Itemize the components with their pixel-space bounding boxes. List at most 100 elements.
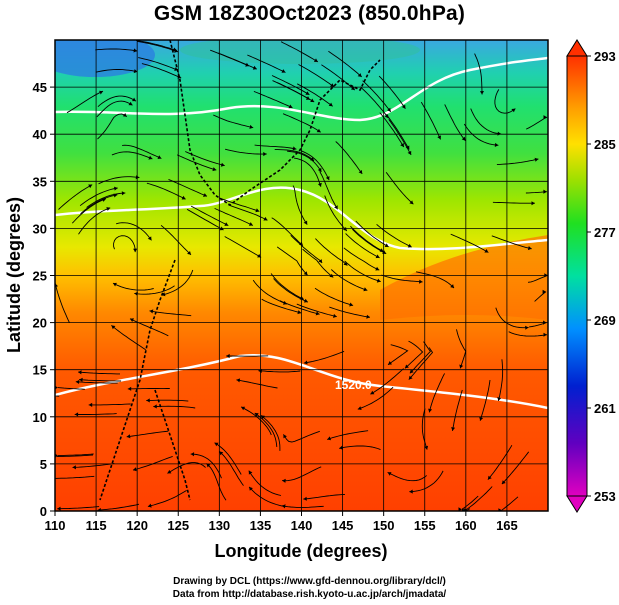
streamline-arrowhead: [325, 176, 330, 181]
streamline-arrowhead: [214, 442, 219, 447]
streamline-arrowhead: [330, 83, 334, 87]
y-tick-label: 30: [33, 221, 47, 236]
y-axis-title: Latitude (degrees): [4, 197, 24, 353]
streamline-arrowhead: [133, 467, 137, 472]
streamline-arrowhead: [339, 445, 343, 450]
streamline: [261, 298, 302, 314]
contour-line-1520: [55, 353, 548, 410]
streamline: [387, 344, 409, 366]
streamline-arrowhead: [358, 170, 363, 174]
y-tick-label: 0: [40, 504, 47, 519]
streamline: [292, 185, 308, 225]
streamline: [258, 370, 301, 373]
streamline-arrowhead: [409, 200, 414, 205]
contour-line-north: [55, 56, 548, 122]
streamline-arrowhead: [313, 58, 318, 62]
streamline-arrowhead: [248, 222, 253, 226]
streamline: [186, 208, 224, 231]
streamline: [350, 225, 384, 253]
streamline: [78, 371, 120, 375]
lat-lon-grid: [55, 40, 548, 511]
streamline-arrowhead: [534, 157, 539, 162]
streamline: [370, 368, 404, 395]
streamline-arrowhead: [497, 397, 502, 401]
streamline: [115, 222, 152, 241]
streamline-arrowhead: [241, 406, 246, 411]
streamline-arrowhead: [487, 475, 492, 480]
streamline: [496, 158, 539, 166]
streamline-arrowhead: [106, 207, 111, 211]
streamline-arrowhead: [190, 452, 195, 457]
y-tick-label: 40: [33, 127, 47, 142]
streamline-arrowhead: [121, 191, 126, 196]
streamline: [479, 379, 491, 421]
streamline: [293, 157, 322, 187]
streamline: [298, 64, 335, 88]
streamline: [79, 379, 122, 382]
streamline-arrowhead: [97, 507, 102, 511]
streamline: [146, 399, 189, 402]
streamline-arrowhead: [126, 434, 131, 439]
streamline: [409, 470, 444, 493]
streamline: [146, 182, 186, 200]
streamline: [339, 445, 381, 451]
streamline-arrowhead: [343, 227, 347, 231]
streamline-arrowhead: [379, 248, 384, 252]
x-tick-label: 155: [414, 518, 436, 533]
streamline: [470, 108, 502, 135]
streamline: [343, 247, 380, 271]
streamline: [75, 381, 118, 384]
streamline-arrowhead: [511, 108, 516, 113]
streamline: [362, 80, 392, 113]
streamline: [58, 184, 93, 210]
streamline: [328, 50, 362, 78]
colorbar-tick-label: 293: [594, 49, 616, 64]
streamline-arrowhead: [531, 201, 535, 206]
streamline-arrowhead: [102, 198, 106, 202]
streamline: [248, 470, 282, 496]
streamline-arrowhead: [236, 378, 241, 383]
streamline: [72, 462, 115, 468]
streamline-arrowhead: [99, 90, 103, 95]
streamline: [214, 442, 242, 475]
y-tick-label: 35: [33, 174, 47, 189]
streamline: [409, 341, 431, 374]
streamline-arrowhead: [167, 469, 172, 474]
streamline: [274, 149, 315, 162]
streamline-arrowhead: [248, 470, 253, 475]
streamline: [355, 220, 389, 248]
streamline-arrowhead: [542, 289, 546, 294]
streamline: [379, 112, 405, 148]
streamline-arrowhead: [459, 364, 464, 369]
x-axis-ticks: 110 115 120 125 130 135 140 145 150 155 160 165: [45, 511, 518, 533]
streamline-arrowhead: [543, 115, 547, 120]
streamline: [387, 471, 427, 482]
streamline-arrowhead: [525, 325, 529, 330]
streamline: [385, 114, 410, 150]
streamline-arrowhead: [401, 104, 406, 109]
streamline: [494, 89, 516, 114]
streamline: [248, 486, 286, 507]
streamline-arrowhead: [181, 195, 186, 200]
streamline-arrowhead: [249, 486, 253, 491]
streamline: [376, 224, 412, 248]
streamline: [236, 379, 278, 389]
streamline: [279, 300, 320, 315]
y-axis-ticks: 0 5 10 15 20 25 30 35 40 45: [33, 80, 55, 519]
streamline-arrowhead: [147, 503, 152, 508]
map-title: GSM 18Z30Oct2023 (850.0hPa): [153, 2, 466, 25]
streamline: [508, 331, 548, 337]
streamline-arrowhead: [375, 266, 380, 271]
streamline: [122, 144, 162, 159]
streamline: [388, 119, 412, 156]
streamline: [467, 508, 471, 511]
streamline-arrowhead: [382, 250, 387, 254]
streamline: [95, 48, 138, 52]
streamline-arrowhead: [255, 208, 260, 213]
streamline: [282, 113, 321, 133]
streamline: [345, 233, 380, 259]
x-axis-title: Longitude (degrees): [214, 541, 387, 561]
streamline: [408, 347, 434, 380]
streamline-arrowhead: [72, 465, 76, 470]
colorbar-tick-label: 269: [594, 313, 616, 328]
